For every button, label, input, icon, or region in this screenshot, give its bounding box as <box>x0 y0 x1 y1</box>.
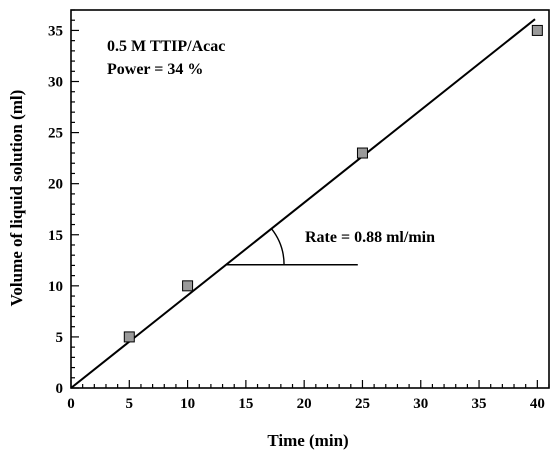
data-point <box>123 331 135 343</box>
y-tick-label: 35 <box>48 23 63 39</box>
conditions-line-1: 0.5 M TTIP/Acac <box>107 38 225 55</box>
plot-frame <box>70 9 550 389</box>
rate-angle-arc <box>270 228 285 265</box>
data-point <box>356 147 368 159</box>
x-axis-title: Time (min) <box>267 431 348 450</box>
y-tick-label: 5 <box>56 330 64 346</box>
x-tick-label: 30 <box>413 396 428 412</box>
x-tick-label: 35 <box>472 396 487 412</box>
y-tick-label: 25 <box>48 126 63 142</box>
x-tick-label: 15 <box>238 396 253 412</box>
fit-line <box>70 18 536 389</box>
y-tick-label: 10 <box>48 279 63 295</box>
rate-annotation: Rate = 0.88 ml/min <box>305 229 435 246</box>
y-axis-title: Volume of liquid solution (ml) <box>7 90 26 307</box>
x-tick-label: 0 <box>67 396 75 412</box>
y-tick-label: 15 <box>48 228 63 244</box>
x-tick-label: 5 <box>126 396 134 412</box>
y-tick-label: 20 <box>48 177 63 193</box>
data-point <box>531 24 543 36</box>
x-tick-label: 10 <box>180 396 195 412</box>
plot-layer: 0 5 10 15 20 25 30 35 40 0 5 10 15 20 25 30 35 <box>48 9 550 412</box>
x-tick-label: 40 <box>530 396 545 412</box>
data-point <box>182 280 194 292</box>
conditions-line-2: Power = 34 % <box>107 61 203 78</box>
y-tick-label: 0 <box>56 381 64 397</box>
x-tick-label: 20 <box>297 396 312 412</box>
x-tick-label: 25 <box>355 396 370 412</box>
y-tick-label: 30 <box>48 75 63 91</box>
